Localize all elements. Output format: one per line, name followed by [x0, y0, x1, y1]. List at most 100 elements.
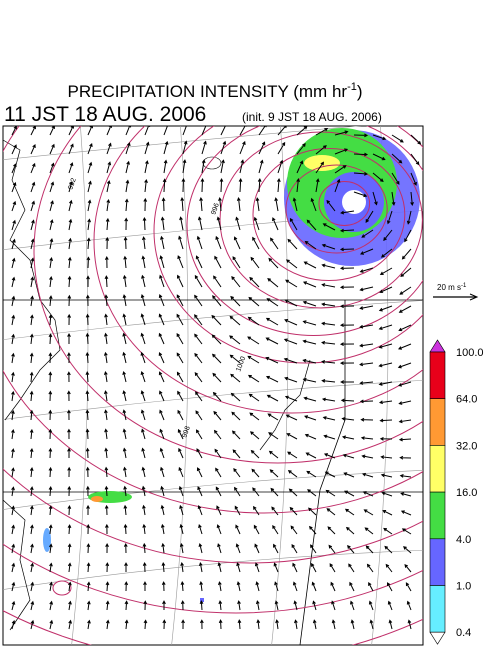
colorbar-segment: [429, 491, 446, 540]
wind-arrow: [302, 300, 317, 307]
wind-arrow: [284, 319, 298, 326]
wind-arrow: [361, 229, 374, 238]
wind-arrow: [30, 562, 34, 573]
wind-arrow: [196, 448, 203, 459]
wind-arrow: [349, 581, 355, 592]
wind-arrow: [214, 255, 222, 269]
wind-arrow: [391, 153, 403, 164]
wind-arrow: [364, 527, 374, 535]
wind-arrow: [359, 305, 374, 310]
wind-arrow: [359, 362, 374, 367]
wind-arrow: [122, 428, 127, 440]
wind-arrow: [296, 178, 301, 193]
wind-arrow: [384, 545, 393, 554]
wind-arrow: [49, 126, 55, 136]
colorbar-segment: [429, 398, 446, 446]
wind-arrow: [87, 161, 93, 174]
map-title: PRECIPITATION INTENSITY (mm hr-1): [67, 81, 362, 101]
wind-arrow: [85, 447, 90, 459]
wind-arrow: [142, 216, 147, 231]
wind-arrow: [312, 600, 317, 611]
wind-arrow: [122, 370, 127, 383]
wind-arrow: [162, 178, 167, 193]
wind-arrow: [30, 200, 36, 212]
longitude-line: [171, 126, 189, 645]
wind-arrow: [400, 510, 412, 516]
wind-arrow: [67, 371, 71, 383]
wind-arrow: [49, 200, 54, 212]
wind-arrow: [368, 581, 374, 592]
wind-arrow: [284, 376, 298, 383]
wind-arrow: [270, 487, 279, 497]
wind-arrow: [124, 581, 129, 592]
wind-arrow: [385, 563, 393, 573]
colorbar-label: 100.0: [456, 347, 484, 359]
wind-arrow: [265, 375, 279, 383]
wind-arrow: [176, 371, 184, 383]
wind-arrow: [323, 453, 336, 459]
wind-arrow: [160, 216, 165, 231]
wind-arrow: [211, 353, 222, 364]
init-time: (init. 9 JST 18 AUG. 2006): [242, 110, 382, 124]
wind-arrow: [198, 562, 203, 573]
wind-arrow: [177, 390, 184, 402]
wind-arrow: [322, 416, 336, 421]
wind-arrow: [372, 172, 384, 183]
wind-arrow: [258, 126, 267, 136]
wind-arrow: [124, 217, 129, 231]
wind-arrow: [196, 235, 203, 250]
wind-arrow: [104, 447, 109, 459]
wind-arrow: [378, 343, 393, 349]
wind-arrow: [350, 600, 355, 611]
wind-arrow: [383, 527, 393, 535]
wind-arrow: [143, 619, 148, 630]
wind-arrow: [341, 416, 355, 421]
wind-arrow: [359, 381, 374, 385]
wind-arrow: [124, 562, 128, 573]
wind-arrow: [353, 171, 368, 176]
wind-arrow: [195, 255, 203, 269]
wind-arrow: [49, 219, 54, 231]
wind-arrow: [161, 197, 166, 212]
wind-arrow: [141, 236, 146, 250]
wind-arrow: [179, 542, 184, 554]
wind-arrow: [49, 257, 54, 269]
wind-arrow: [306, 470, 317, 478]
wind-arrow: [254, 543, 260, 554]
wind-arrow: [163, 126, 170, 136]
wind-arrow: [104, 275, 109, 288]
wind-arrow: [67, 505, 72, 516]
wind-arrow: [330, 581, 336, 592]
wind-arrow: [11, 200, 17, 212]
wind-arrow: [68, 619, 72, 630]
wind-arrow: [218, 197, 222, 212]
precip-blue-small: [43, 528, 51, 552]
wind-arrow: [68, 581, 72, 592]
wind-arrow: [67, 352, 71, 364]
wind-arrow: [66, 390, 71, 402]
wind-arrow: [162, 619, 167, 630]
wind-arrow: [410, 191, 414, 206]
wind-arrow: [258, 159, 264, 174]
wind-arrow: [176, 274, 184, 288]
wind-arrow: [387, 600, 393, 611]
wind-arrow: [400, 492, 412, 497]
wind-arrow: [215, 486, 222, 497]
wind-arrow: [142, 542, 147, 554]
wind-arrow: [140, 332, 146, 345]
wind-arrow: [380, 248, 393, 258]
wind-arrow: [105, 581, 110, 592]
wind-arrow: [30, 314, 34, 326]
wind-arrow: [86, 543, 91, 554]
wind-arrow: [122, 447, 127, 459]
wind-arrow: [30, 543, 34, 554]
wind-arrow: [104, 294, 109, 307]
wind-arrow: [339, 304, 355, 309]
wind-arrow: [378, 381, 393, 386]
wind-arrow: [257, 177, 262, 193]
wind-arrow: [67, 275, 72, 288]
wind-arrow: [398, 305, 412, 313]
wind-arrow: [343, 472, 355, 478]
wind-arrow: [339, 323, 355, 328]
wind-arrow: [197, 505, 203, 516]
